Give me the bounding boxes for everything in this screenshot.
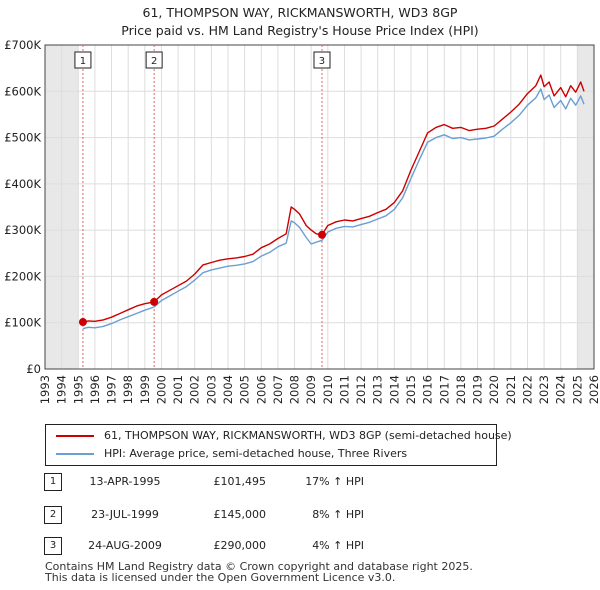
plot-frame — [44, 44, 595, 370]
sale-hpi-diff: 17% ↑ HPI — [305, 475, 364, 488]
x-tick-label: 2004 — [221, 375, 235, 404]
y-tick-label: £100K — [4, 316, 41, 330]
footer: Contains HM Land Registry data © Crown c… — [45, 561, 473, 583]
shaded-region — [577, 45, 594, 369]
sale-point — [150, 297, 159, 306]
sale-row: 1 13-APR-1995 £101,495 17% ↑ HPI — [0, 472, 600, 492]
x-tick-label: 2007 — [271, 375, 285, 404]
y-tick-label: £500K — [4, 131, 41, 145]
x-tick-label: 2023 — [537, 375, 551, 404]
sale-price: £101,495 — [213, 475, 267, 488]
x-tick-label: 2011 — [337, 375, 351, 404]
y-tick-label: £700K — [4, 38, 41, 52]
x-tick-label: 2024 — [554, 375, 568, 404]
sale-hpi-diff: 4% ↑ HPI — [312, 539, 364, 552]
sale-price: £145,000 — [213, 508, 267, 521]
chart-title: 61, THOMPSON WAY, RICKMANSWORTH, WD3 8GP… — [0, 4, 600, 40]
x-tick-label: 1994 — [55, 375, 69, 404]
x-tick-label: 1997 — [105, 375, 119, 404]
x-tick-label: 2013 — [371, 375, 385, 404]
sale-row: 2 23-JUL-1999 £145,000 8% ↑ HPI — [0, 505, 600, 525]
sale-number-box: 3 — [44, 537, 62, 555]
sale-number-box: 2 — [44, 506, 62, 524]
y-tick-label: £400K — [4, 177, 41, 191]
legend-swatch-blue — [56, 453, 94, 455]
x-tick-label: 2020 — [487, 375, 501, 404]
x-tick-label: 2016 — [421, 375, 435, 404]
hpi-series-line — [82, 88, 585, 330]
sale-row: 3 24-AUG-2009 £290,000 4% ↑ HPI — [0, 536, 600, 556]
legend-label-hpi: HPI: Average price, semi-detached house,… — [104, 447, 408, 460]
x-tick-label: 2018 — [454, 375, 468, 404]
x-tick-label: 2009 — [304, 375, 318, 404]
y-tick-label: £600K — [4, 84, 41, 98]
sale-marker-label: 3 — [319, 56, 325, 67]
x-tick-label: 1993 — [38, 375, 52, 404]
x-tick-label: 2008 — [288, 375, 302, 404]
sale-marker-box — [74, 51, 92, 69]
y-tick-label: £0 — [26, 362, 41, 376]
sale-point — [78, 318, 87, 327]
y-tick-label: £200K — [4, 269, 41, 283]
x-tick-label: 2003 — [204, 375, 218, 404]
sale-marker-label: 1 — [80, 56, 86, 67]
footer-line-1: Contains HM Land Registry data © Crown c… — [45, 560, 473, 573]
x-tick-label: 2022 — [520, 375, 534, 404]
x-tick-label: 2005 — [238, 375, 252, 404]
sale-point — [317, 230, 326, 239]
plot-area: £0 £100K £200K £300K £400K £500K £600K £700K 199… — [4, 38, 600, 404]
sale-price: £290,000 — [213, 539, 267, 552]
x-tick-label: 2012 — [354, 375, 368, 404]
sale-marker-box — [313, 51, 331, 69]
x-tick-label: 2010 — [321, 375, 335, 404]
legend-swatch-red — [56, 435, 94, 437]
legend-label-property: 61, THOMPSON WAY, RICKMANSWORTH, WD3 8GP… — [104, 429, 512, 442]
sale-number-box: 1 — [44, 473, 62, 491]
sale-date: 24-AUG-2009 — [88, 539, 162, 552]
price-chart: £0 £100K £200K £300K £400K £500K £600K £700K 199… — [4, 38, 600, 404]
sale-marker-box — [145, 51, 163, 69]
legend: 61, THOMPSON WAY, RICKMANSWORTH, WD3 8GP… — [45, 424, 512, 466]
sale-date: 23-JUL-1999 — [91, 508, 159, 521]
y-tick-label: £300K — [4, 223, 41, 237]
title-line-2: Price paid vs. HM Land Registry's House … — [121, 23, 479, 38]
sale-marker-label: 2 — [151, 56, 157, 67]
x-tick-label: 2025 — [570, 375, 584, 404]
x-tick-label: 1996 — [88, 375, 102, 404]
x-tick-label: 2014 — [387, 375, 401, 404]
footer-line-2: This data is licensed under the Open Gov… — [45, 571, 396, 584]
x-tick-label: 2021 — [504, 375, 518, 404]
x-tick-label: 2006 — [254, 375, 268, 404]
x-tick-label: 1999 — [138, 375, 152, 404]
sale-hpi-diff: 8% ↑ HPI — [312, 508, 364, 521]
x-tick-label: 2019 — [471, 375, 485, 404]
x-tick-label: 2002 — [188, 375, 202, 404]
x-tick-label: 1995 — [71, 375, 85, 404]
property-series-line — [82, 74, 585, 323]
title-line-1: 61, THOMPSON WAY, RICKMANSWORTH, WD3 8GP — [142, 5, 458, 20]
x-tick-label: 2001 — [171, 375, 185, 404]
x-tick-label: 2000 — [154, 375, 168, 404]
x-tick-label: 1998 — [121, 375, 135, 404]
x-tick-label: 2015 — [404, 375, 418, 404]
sale-date: 13-APR-1995 — [89, 475, 161, 488]
x-tick-label: 2026 — [587, 375, 600, 404]
x-tick-label: 2017 — [437, 375, 451, 404]
